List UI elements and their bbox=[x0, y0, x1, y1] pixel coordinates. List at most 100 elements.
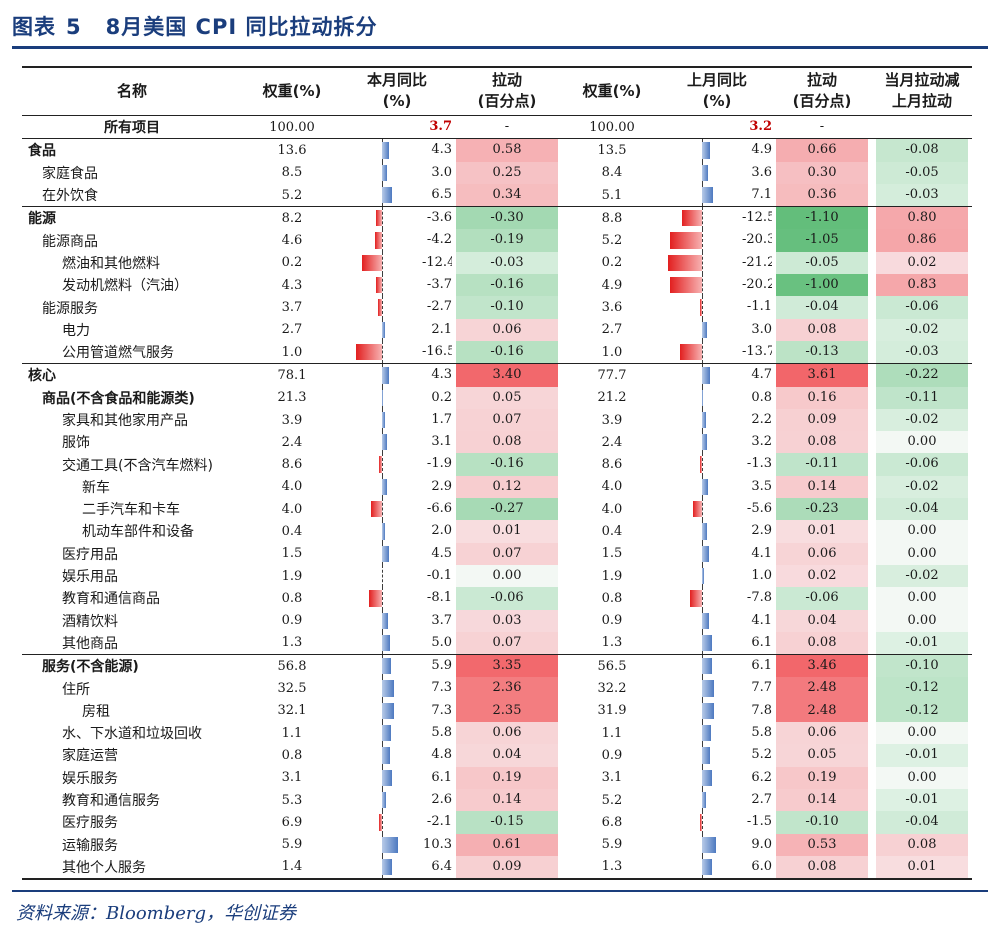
pull-previous: 0.30 bbox=[772, 161, 872, 184]
heat-value: -0.11 bbox=[776, 453, 868, 476]
heat-value: 0.09 bbox=[776, 408, 868, 432]
yoy-bar bbox=[382, 612, 388, 629]
yoy-bar bbox=[699, 814, 702, 831]
weight-current: 32.5 bbox=[277, 681, 307, 697]
pull-previous: -0.23 bbox=[772, 498, 872, 521]
yoy-value: 6.0 bbox=[751, 858, 772, 874]
heat-value: 0.07 bbox=[456, 631, 558, 655]
yoy-bar bbox=[702, 858, 712, 876]
pull-current: 2.35 bbox=[452, 699, 562, 723]
yoy-bar bbox=[702, 725, 712, 742]
yoy-value: 6.1 bbox=[751, 658, 772, 674]
yoy-value: -20.3 bbox=[742, 232, 772, 248]
pull-diff: 0.00 bbox=[872, 520, 972, 543]
yoy-current: 2.9 bbox=[342, 475, 452, 499]
pull-current: 0.07 bbox=[452, 542, 562, 565]
heat-value: -0.06 bbox=[776, 587, 868, 610]
pull-diff: 0.00 bbox=[872, 609, 972, 632]
yoy-value: 7.3 bbox=[431, 680, 452, 696]
yoy-current: -1.9 bbox=[342, 453, 452, 476]
header-row: 名称 权重(%) 本月同比 (%) 拉动 (百分点) 权重(%) 上月同比 (%) 拉… bbox=[22, 67, 972, 116]
yoy-current: 7.3 bbox=[342, 699, 452, 723]
table-row: 交通工具(不含汽车燃料) 8.6 -1.9 -0.16 8.6 -1.3 -0.11 -0.0… bbox=[22, 453, 972, 476]
row-name: 教育和通信服务 bbox=[62, 793, 160, 810]
heat-value: -0.08 bbox=[876, 139, 968, 162]
heat-value: -0.23 bbox=[776, 498, 868, 521]
yoy-value: 4.5 bbox=[431, 545, 452, 561]
yoy-previous: 5.8 bbox=[662, 722, 772, 745]
header-weight-previous: 权重(%) bbox=[582, 81, 642, 100]
row-name: 运输服务 bbox=[62, 837, 118, 854]
yoy-value: 2.6 bbox=[431, 791, 452, 807]
heat-value: 0.01 bbox=[456, 520, 558, 543]
pull-previous: 0.05 bbox=[772, 744, 872, 767]
yoy-previous: -1.1 bbox=[662, 296, 772, 319]
heat-value: -0.02 bbox=[876, 475, 968, 499]
row-name: 娱乐用品 bbox=[62, 569, 118, 586]
weight-current: 3.1 bbox=[281, 770, 303, 786]
pull-previous: 0.19 bbox=[772, 766, 872, 789]
yoy-bar bbox=[382, 142, 389, 159]
yoy-previous: 3.0 bbox=[662, 318, 772, 341]
yoy-previous: 2.9 bbox=[662, 520, 772, 543]
yoy-value: 5.0 bbox=[431, 634, 452, 650]
heat-value: 0.16 bbox=[776, 386, 868, 409]
heat-value: -1.05 bbox=[776, 229, 868, 252]
pull-current: 0.06 bbox=[452, 318, 562, 341]
weight-previous: 0.9 bbox=[601, 747, 623, 763]
heat-value: -0.02 bbox=[876, 408, 968, 432]
yoy-axis bbox=[702, 296, 703, 319]
table-row: 发动机燃料（汽油） 4.3 -3.7 -0.16 4.9 -20.2 -1.00 0.83 bbox=[22, 274, 972, 297]
header-yoy-previous: 上月同比 (%) bbox=[686, 71, 747, 110]
yoy-current: -12.4 bbox=[342, 251, 452, 275]
weight-previous: 2.7 bbox=[601, 322, 623, 338]
table-row: 能源8.2 -3.6-0.308.8 -12.5-1.10 0.80 bbox=[22, 206, 972, 230]
heat-value: 0.07 bbox=[456, 542, 558, 565]
yoy-bar bbox=[702, 791, 707, 809]
heat-value: - bbox=[504, 119, 510, 134]
yoy-value: -1.9 bbox=[426, 456, 452, 472]
weight-previous: 2.4 bbox=[601, 434, 623, 450]
pull-diff: 0.00 bbox=[872, 766, 972, 789]
yoy-bar bbox=[702, 658, 712, 675]
pull-diff: -0.04 bbox=[872, 498, 972, 521]
yoy-bar bbox=[702, 702, 715, 720]
table-row: 食品 13.6 4.3 0.58 13.5 4.9 0.66 -0.08 bbox=[22, 138, 972, 162]
heat-value: 0.06 bbox=[776, 722, 868, 745]
heat-value: 0.08 bbox=[876, 833, 968, 856]
yoy-value: 6.4 bbox=[431, 858, 452, 874]
weight-previous: 1.3 bbox=[562, 855, 662, 881]
weight-current: 0.9 bbox=[281, 613, 303, 629]
yoy-axis bbox=[702, 340, 703, 364]
yoy-current: 4.8 bbox=[342, 744, 452, 767]
yoy-value: 2.1 bbox=[431, 321, 452, 337]
yoy-previous: -1.5 bbox=[662, 811, 772, 834]
yoy-current: 5.8 bbox=[342, 722, 452, 745]
heat-value: 0.09 bbox=[456, 855, 558, 878]
yoy-previous: -20.3 bbox=[662, 229, 772, 252]
yoy-bar bbox=[382, 791, 387, 809]
weight-previous: 0.2 bbox=[601, 255, 623, 271]
weight-previous: 5.2 bbox=[601, 233, 623, 249]
heat-value: 0.36 bbox=[776, 183, 868, 207]
yoy-value: -16.5 bbox=[422, 343, 452, 359]
yoy-previous: 0.8 bbox=[662, 386, 772, 409]
weight-previous: 4.0 bbox=[601, 501, 623, 517]
yoy-value: 3.7 bbox=[431, 612, 452, 628]
row-name: 家庭食品 bbox=[42, 165, 98, 182]
table-row: 医疗服务 6.9 -2.1 -0.15 6.8 -1.5 -0.10 -0.04 bbox=[22, 811, 972, 834]
yoy-bar bbox=[702, 186, 714, 204]
yoy-axis bbox=[382, 296, 383, 319]
weight-previous: 5.1 bbox=[601, 187, 623, 203]
yoy-previous: 1.0 bbox=[662, 564, 772, 588]
yoy-value: 6.1 bbox=[751, 634, 772, 650]
heat-value: 0.30 bbox=[776, 161, 868, 184]
yoy-value: 2.2 bbox=[751, 411, 772, 427]
pull-previous: -0.04 bbox=[772, 296, 872, 319]
weight-current: 3.7 bbox=[281, 300, 303, 316]
yoy-bar bbox=[702, 434, 708, 451]
yoy-previous: 2.2 bbox=[662, 408, 772, 432]
yoy-value: 3.7 bbox=[429, 119, 452, 134]
weight-current: 1.4 bbox=[242, 855, 342, 881]
pull-previous: 0.16 bbox=[772, 386, 872, 409]
